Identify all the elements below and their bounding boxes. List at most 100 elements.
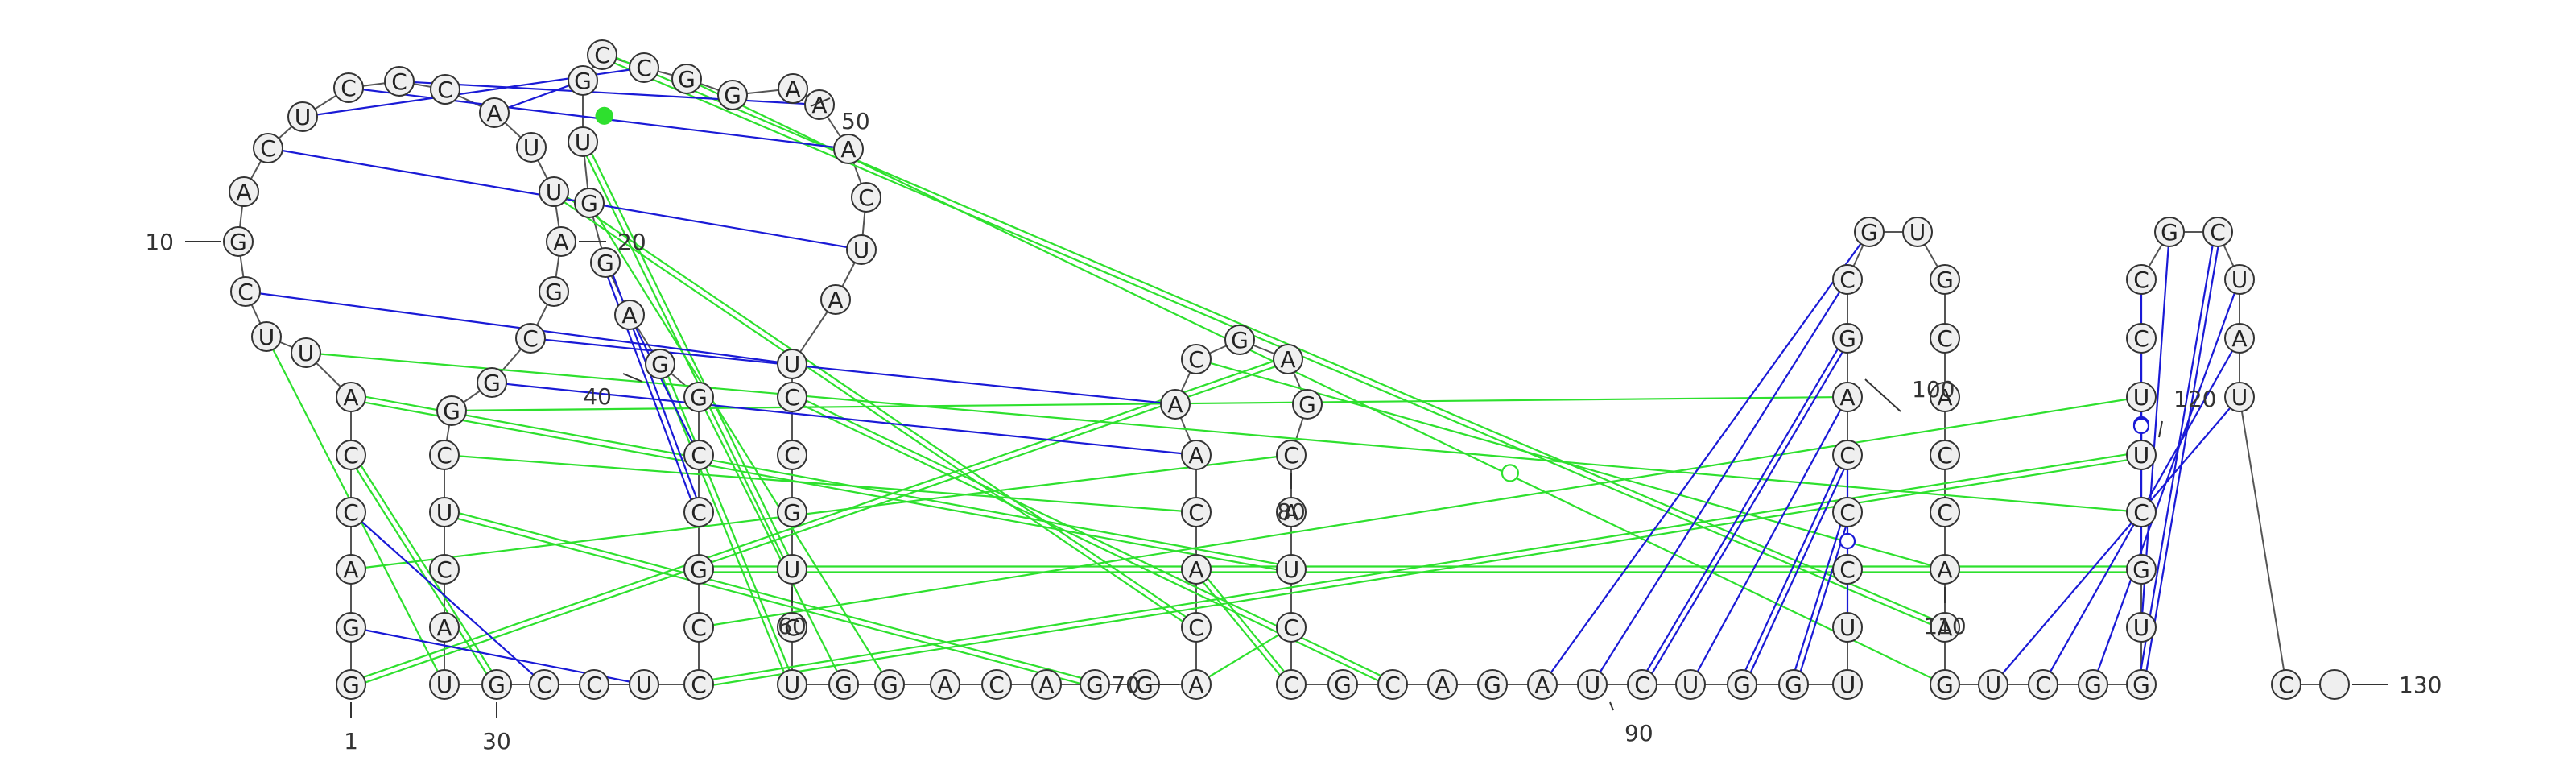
nucleotide-letter: A — [236, 179, 251, 205]
backbone-link — [2239, 396, 2287, 685]
nucleotide-letter: U — [436, 499, 453, 526]
nucleotide-letter: C — [784, 384, 800, 411]
nucleotide-letter: A — [840, 136, 856, 163]
nucleotide-circle — [1327, 669, 1358, 700]
nucleotide: U — [1832, 612, 1863, 643]
nucleotide: U — [2126, 440, 2157, 470]
canonical-pair-line — [530, 337, 1176, 406]
nucleotide-letter: C — [691, 614, 707, 641]
nucleotide: C — [2126, 497, 2157, 527]
nucleotide-letter: G — [488, 672, 506, 698]
nucleotide-circle — [1276, 669, 1307, 700]
nucleotide-letter: U — [298, 340, 315, 366]
nucleotide-letter: U — [1985, 672, 2002, 698]
nucleotide-circle — [2271, 669, 2301, 700]
nucleotide: C — [253, 133, 283, 163]
nucleotide-circle — [515, 323, 546, 354]
nucleotide-letter: A — [553, 229, 568, 255]
nucleotide-letter: C — [691, 499, 707, 526]
nucleotide-circle — [429, 440, 460, 470]
nucleotide-letter: U — [636, 672, 653, 698]
nucleotide-circle — [1181, 669, 1212, 700]
nucleotide-circle — [2319, 669, 2350, 700]
nucleotide-letter: G — [1231, 327, 1249, 354]
nucleotide: C — [429, 440, 460, 470]
nucleotide-circle — [683, 382, 714, 412]
nucleotide-circle — [874, 669, 905, 700]
nucleotide-letter: A — [785, 76, 800, 102]
canonical-pair-line — [1744, 456, 1852, 686]
nucleotide-letter: G — [597, 250, 614, 276]
nucleotide: G — [777, 497, 807, 527]
nucleotide-circle — [683, 554, 714, 585]
nucleotide: U — [1832, 669, 1863, 700]
nucleotide-circle — [981, 669, 1012, 700]
nucleotide-circle — [2126, 497, 2157, 527]
nucleotide-circle — [777, 497, 807, 527]
nucleotide: G — [1080, 669, 1110, 700]
nucleotide-circle — [777, 349, 807, 379]
nucleotide-letter: A — [1188, 556, 1203, 583]
nucleotide-letter: G — [1839, 325, 1856, 352]
nucleotide-circle — [287, 101, 318, 132]
nucleotide: C — [981, 669, 1012, 700]
filled-pair-symbol — [595, 106, 613, 125]
nucleotide-letter: C — [1385, 672, 1401, 698]
nucleotide-letter: C — [1839, 499, 1856, 526]
nucleotide-circle — [1276, 440, 1307, 470]
nucleotide-circle — [629, 669, 659, 700]
nucleotide-circle — [804, 89, 835, 120]
nucleotide-letter: C — [2035, 672, 2051, 698]
nucleotide-letter: U — [295, 104, 312, 130]
nucleotide-circle — [1276, 554, 1307, 585]
nucleotide-letter: U — [784, 556, 801, 583]
nucleotide-circle — [777, 669, 807, 700]
position-label: 90 — [1624, 720, 1653, 746]
nucleotide: G — [1727, 669, 1757, 700]
nucleotide-letter: C — [1937, 442, 1953, 469]
nucleotide-letter: C — [1283, 672, 1299, 698]
canonical-pair-line — [398, 80, 820, 106]
nucleotide: C — [1181, 612, 1212, 643]
nucleotide: G — [1854, 217, 1885, 247]
nucleotide-letter: G — [1298, 391, 1316, 418]
nucleotide: C — [336, 440, 366, 470]
position-label: 130 — [2399, 672, 2442, 698]
noncanonical-pair-line — [602, 51, 1946, 626]
nucleotide: C — [1276, 669, 1307, 700]
nucleotide: U — [2224, 382, 2255, 412]
nucleotide: G — [645, 349, 675, 379]
nucleotide: C — [683, 440, 714, 470]
nucleotide-circle — [1930, 554, 1960, 585]
nucleotide: G — [336, 612, 366, 643]
canonical-pair-line — [1992, 396, 2240, 685]
position-tick — [2158, 420, 2163, 438]
canonical-pair-line — [1690, 396, 1848, 685]
nucleotide: G — [1778, 669, 1809, 700]
noncanonical-pair-line — [348, 456, 495, 687]
nucleotide-circle — [2154, 217, 2185, 247]
nucleotide-circle — [1832, 612, 1863, 643]
nucleotide: A — [1273, 344, 1303, 374]
nucleotide-letter: G — [1785, 672, 1802, 698]
nucleotide-letter: G — [678, 66, 696, 93]
nucleotide-circle — [529, 669, 559, 700]
nucleotide: G — [223, 226, 254, 257]
nucleotide: G — [2126, 669, 2157, 700]
noncanonical-pair-line — [579, 143, 791, 572]
nucleotide: C — [430, 74, 460, 105]
nucleotide-circle — [1832, 497, 1863, 527]
nucleotide-letter: U — [575, 129, 592, 155]
nucleotide: G — [683, 554, 714, 585]
nucleotide-circle — [1832, 264, 1863, 295]
nucleotide-letter: G — [1484, 672, 1501, 698]
nucleotide-circle — [336, 440, 366, 470]
nucleotide-circle — [1930, 323, 1960, 354]
position-tick — [622, 373, 643, 382]
nucleotide-letter: C — [436, 556, 452, 583]
nucleotide: G — [1477, 669, 1508, 700]
nucleotide-letter: U — [1839, 672, 1856, 698]
nucleotide-circle — [2126, 669, 2157, 700]
nucleotide — [2319, 669, 2350, 700]
nucleotide-circle — [1832, 382, 1863, 412]
